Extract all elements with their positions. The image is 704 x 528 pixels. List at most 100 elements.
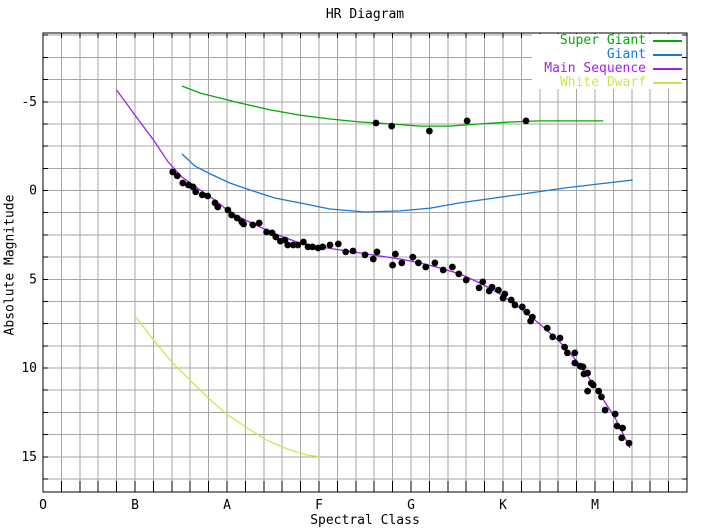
star-point: [527, 317, 534, 325]
star-point: [263, 228, 270, 236]
legend-item-white-dwarf: White Dwarf: [532, 76, 682, 89]
star-point: [349, 247, 357, 255]
star-point: [198, 191, 206, 199]
star-point: [240, 220, 248, 228]
scatter-stars: [169, 117, 633, 447]
legend: Super Giant Giant Main Sequence White Dw…: [532, 34, 682, 89]
star-point: [334, 240, 342, 248]
x-tick-label-B: B: [131, 498, 139, 513]
star-point: [561, 343, 568, 351]
star-point: [507, 296, 515, 304]
star-point: [439, 266, 447, 274]
star-point: [426, 127, 433, 135]
legend-line-sample-white-dwarf: [653, 81, 682, 84]
star-point: [173, 172, 181, 180]
y-tick-label-0: 0: [29, 184, 37, 199]
star-point: [543, 324, 551, 332]
x-tick-label-O: O: [39, 498, 47, 513]
legend-label-white-dwarf: White Dwarf: [559, 75, 646, 90]
star-point: [499, 294, 507, 302]
star-point: [284, 241, 292, 249]
star-point: [342, 248, 350, 256]
x-tick-label-M: M: [591, 498, 599, 513]
legend-item-super-giant: Super Giant: [532, 34, 682, 47]
star-point: [431, 259, 439, 267]
star-point: [409, 253, 417, 261]
curve-main-sequence: [116, 89, 631, 449]
legend-item-giant: Giant: [532, 48, 682, 61]
star-point: [300, 238, 307, 246]
star-point: [255, 219, 263, 227]
star-point: [511, 301, 519, 309]
star-point: [584, 387, 591, 395]
star-point: [189, 183, 197, 191]
star-point: [601, 406, 609, 414]
star-point: [422, 263, 430, 271]
star-point: [326, 241, 334, 249]
star-point: [462, 276, 470, 284]
star-point: [589, 381, 597, 389]
star-point: [595, 387, 603, 395]
star-point: [584, 369, 591, 377]
star-point: [455, 270, 463, 278]
x-tick-label-F: F: [315, 498, 323, 513]
star-point: [523, 308, 531, 316]
star-point: [398, 259, 406, 267]
star-point: [463, 117, 471, 125]
y-tick-label-10: 10: [21, 361, 37, 376]
y-tick-label-5: 5: [29, 272, 37, 287]
star-point: [571, 349, 579, 357]
y-axis-title: Absolute Magnitude: [2, 194, 18, 336]
star-point: [369, 255, 377, 263]
star-point: [598, 393, 605, 401]
star-point: [613, 422, 621, 430]
x-tick-label-G: G: [407, 498, 415, 513]
x-tick-label-K: K: [499, 498, 507, 513]
star-point: [233, 214, 241, 222]
star-point: [224, 206, 232, 214]
legend-line-sample-giant: [653, 53, 682, 56]
star-point: [373, 248, 381, 256]
star-point: [564, 349, 571, 357]
plot-frame: [42, 32, 688, 493]
legend-line-sample-main-sequence: [653, 67, 682, 70]
star-point: [179, 179, 187, 187]
star-point: [204, 192, 212, 200]
star-point: [372, 119, 380, 127]
legend-item-main-sequence: Main Sequence: [532, 62, 682, 75]
star-point: [625, 439, 633, 447]
star-point: [294, 241, 302, 249]
star-point: [488, 283, 496, 291]
star-point: [281, 236, 289, 244]
star-point: [495, 286, 502, 294]
grid: [42, 33, 688, 492]
star-point: [319, 243, 327, 251]
x-tick-label-A: A: [223, 498, 231, 513]
legend-label-giant: Giant: [606, 47, 646, 62]
star-point: [611, 410, 619, 418]
star-point: [549, 333, 557, 341]
legend-line-sample-super-giant: [653, 39, 682, 42]
y-tick-label-15: 15: [21, 450, 37, 465]
star-point: [228, 211, 236, 219]
tick-labels: O B A F G K M -5 0 5 10 15: [21, 95, 599, 513]
star-point: [309, 243, 316, 251]
axis-ticks: [42, 33, 688, 492]
star-point: [169, 168, 177, 176]
chart-title: HR Diagram: [325, 7, 405, 22]
star-point: [389, 261, 396, 269]
star-point: [619, 424, 626, 432]
star-point: [571, 359, 579, 367]
star-point: [522, 117, 530, 125]
star-point: [388, 122, 396, 130]
legend-label-super-giant: Super Giant: [559, 33, 646, 48]
star-point: [556, 334, 564, 342]
x-axis-title: Spectral Class: [310, 513, 420, 528]
star-point: [361, 251, 369, 259]
curve-giant: [181, 153, 633, 213]
star-point: [272, 233, 280, 241]
star-point: [475, 284, 483, 292]
star-point: [192, 188, 200, 196]
legend-label-main-sequence: Main Sequence: [544, 61, 646, 76]
